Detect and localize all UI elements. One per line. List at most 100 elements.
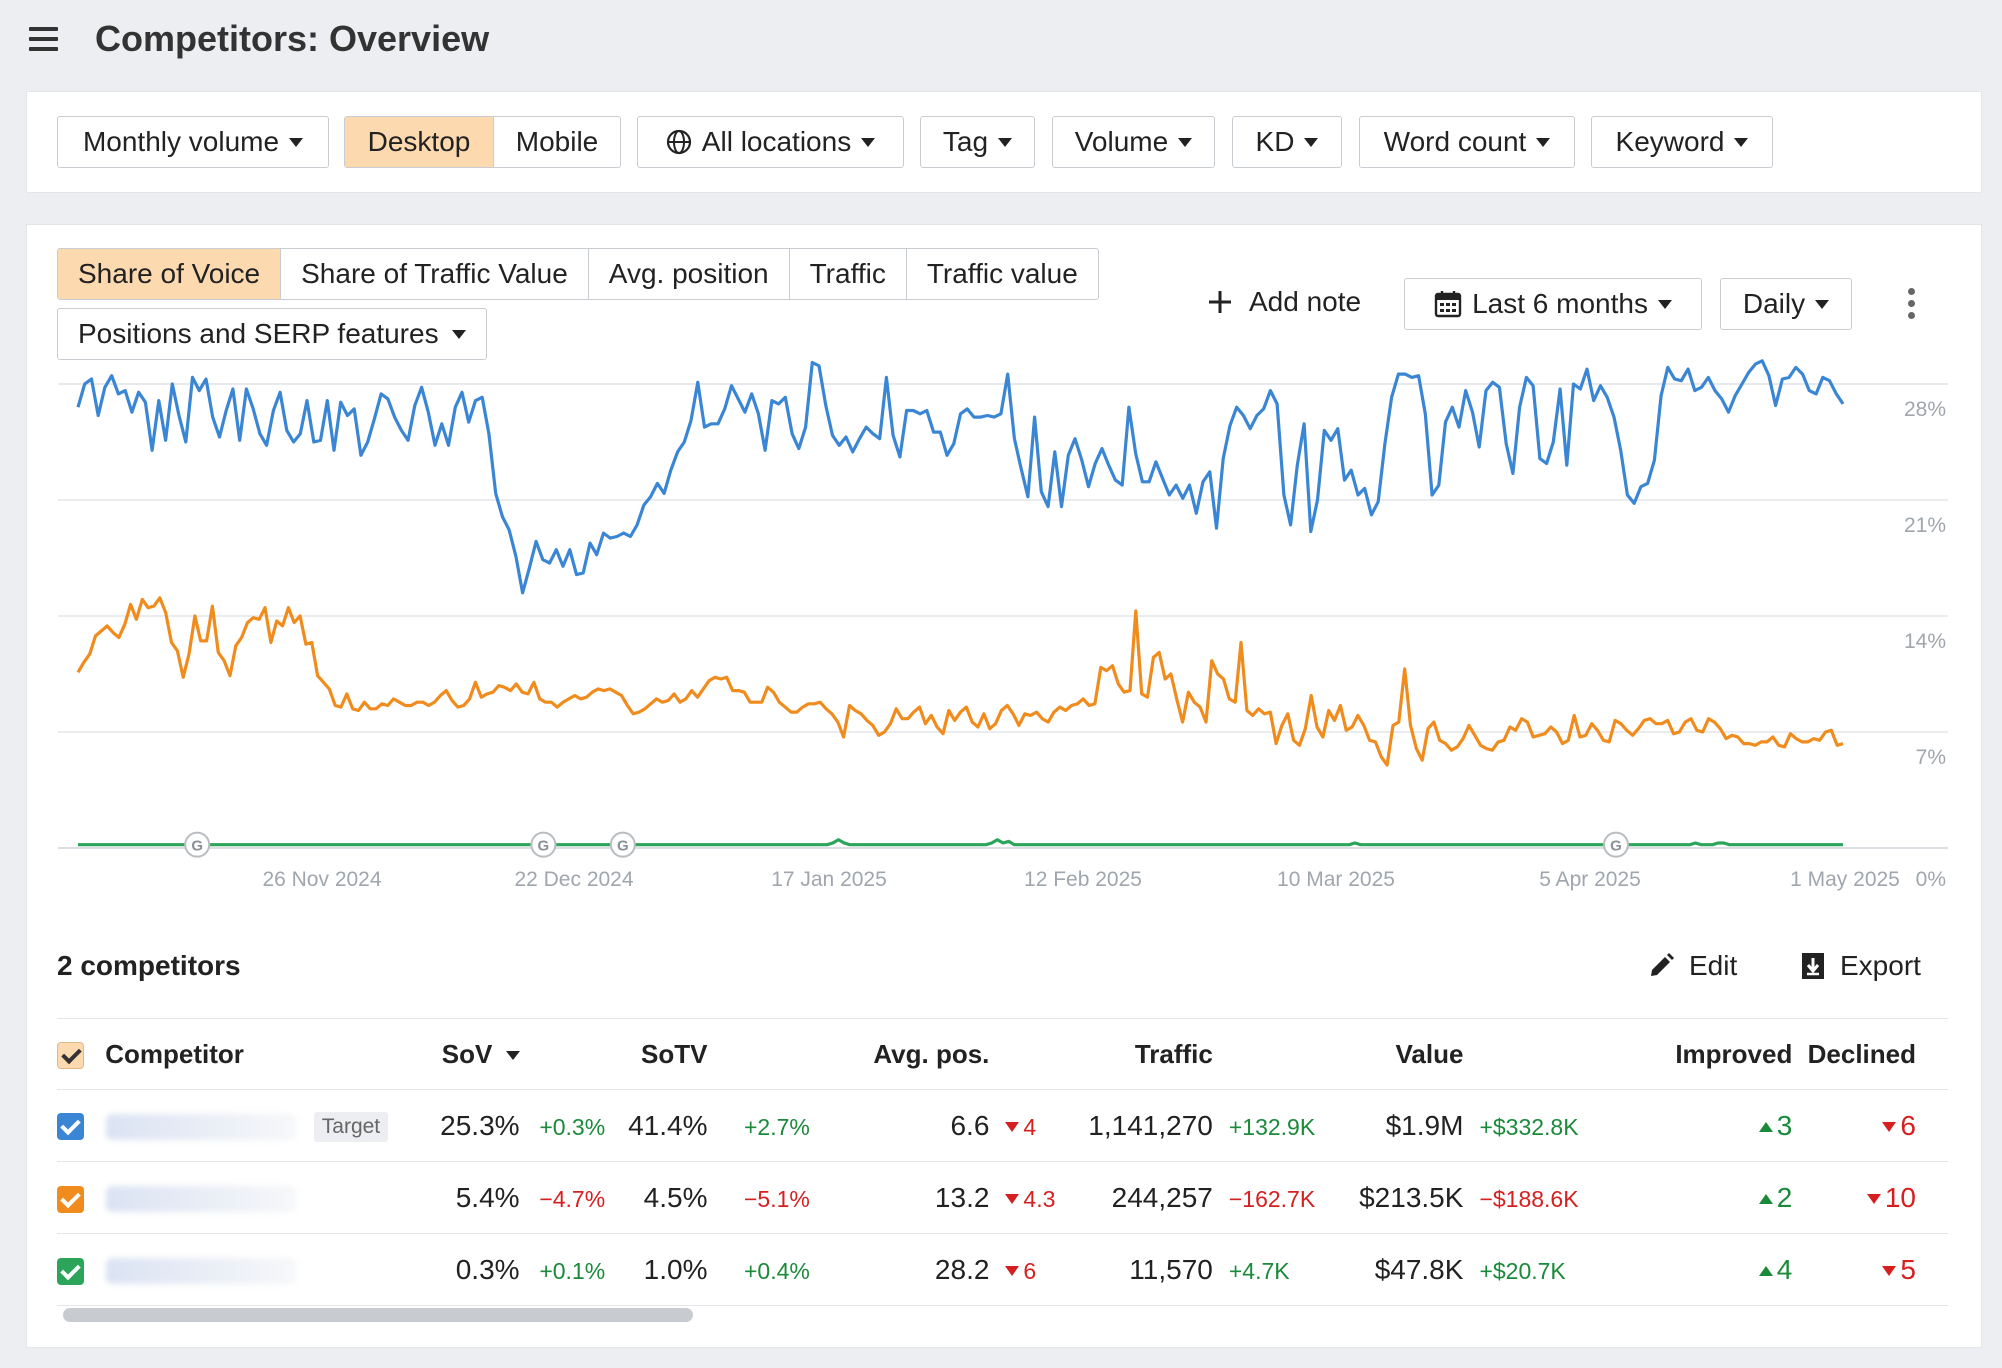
download-icon — [1802, 953, 1824, 979]
keyword-dropdown[interactable]: Keyword — [1591, 116, 1773, 168]
sov-cell: 25.3% — [389, 1089, 520, 1162]
declined-value[interactable]: 10 — [1884, 1181, 1916, 1213]
date-range-label: Last 6 months — [1472, 288, 1648, 319]
avg-pos-value: 6.6 — [950, 1109, 990, 1141]
sov-cell: 0.3% — [389, 1233, 520, 1306]
declined-value[interactable]: 6 — [1900, 1109, 1916, 1141]
competitor-name-redacted[interactable] — [105, 1186, 296, 1213]
x-tick-label: 12 Feb 2025 — [1024, 868, 1142, 891]
x-tick-label: 26 Nov 2024 — [262, 868, 381, 891]
traffic-cell: 11,570 — [1058, 1233, 1213, 1306]
device-toggle: Desktop Mobile — [344, 116, 621, 168]
traffic-value: 1,141,270 — [1088, 1109, 1213, 1141]
desktop-label: Desktop — [367, 126, 471, 157]
tab-share-of-traffic-value[interactable]: Share of Traffic Value — [281, 249, 589, 299]
declined-value[interactable]: 5 — [1900, 1253, 1916, 1285]
tab-share-of-voice[interactable]: Share of Voice — [58, 249, 282, 299]
caret-down-icon — [1304, 137, 1319, 147]
google-update-marker — [609, 831, 636, 858]
locations-dropdown[interactable]: All locations — [637, 116, 904, 168]
triangle-down-icon — [1882, 1122, 1897, 1133]
sotv-delta-cell: −5.1% — [707, 1161, 810, 1234]
mobile-option[interactable]: Mobile — [494, 117, 620, 167]
horizontal-scrollbar[interactable] — [63, 1308, 693, 1322]
menu-icon[interactable] — [29, 27, 59, 51]
x-tick-label: 17 Jan 2025 — [771, 868, 887, 891]
sov-value: 25.3% — [440, 1109, 520, 1141]
sotv-delta: +2.7% — [743, 1113, 810, 1140]
y-tick-label: 7% — [1916, 746, 1946, 769]
competitor-name-redacted[interactable] — [105, 1258, 296, 1285]
sov-delta: +0.3% — [539, 1113, 606, 1140]
improved-value[interactable]: 3 — [1776, 1109, 1793, 1141]
value-value: $213.5K — [1359, 1181, 1464, 1213]
tag-dropdown[interactable]: Tag — [920, 116, 1035, 168]
improved-cell: 4 — [1620, 1233, 1793, 1306]
sov-header[interactable]: SoV — [389, 1018, 520, 1090]
table-row: 0.3% +0.1% 1.0% +0.4% 28.2 6 11,570 +4.7… — [57, 1233, 1948, 1306]
traffic-header[interactable]: Traffic — [1058, 1018, 1213, 1090]
sotv-cell: 41.4% — [605, 1089, 708, 1162]
improved-header[interactable]: Improved — [1620, 1018, 1793, 1090]
caret-down-icon — [1657, 299, 1672, 309]
locations-label: All locations — [701, 126, 852, 157]
edit-button[interactable]: Edit — [1647, 950, 1737, 982]
declined-header[interactable]: Declined — [1792, 1018, 1948, 1090]
triangle-up-icon — [1758, 1122, 1773, 1133]
sov-delta-cell: −4.7% — [519, 1161, 606, 1234]
tab-traffic[interactable]: Traffic — [790, 249, 907, 299]
select-all-checkbox[interactable] — [57, 1042, 84, 1070]
volume-dropdown[interactable]: Volume — [1052, 116, 1215, 168]
improved-value[interactable]: 4 — [1776, 1253, 1793, 1285]
traffic-value: 244,257 — [1111, 1181, 1213, 1213]
sotv-header[interactable]: SoTV — [605, 1018, 708, 1090]
competitor-checkbox[interactable] — [57, 1113, 84, 1141]
improved-cell: 3 — [1620, 1089, 1793, 1162]
value-delta: +$332.8K — [1479, 1113, 1579, 1140]
table-header-row: Competitor SoV SoTV Avg. pos. Traffic Va… — [57, 1018, 1948, 1090]
improved-value[interactable]: 2 — [1776, 1181, 1793, 1213]
tab-traffic-value[interactable]: Traffic value — [926, 258, 1078, 289]
caret-down-icon — [998, 137, 1013, 147]
x-tick-label: 22 Dec 2024 — [514, 868, 633, 891]
declined-cell: 10 — [1792, 1161, 1948, 1234]
competitor-column-label: Competitor — [105, 1038, 244, 1069]
competitor-checkbox[interactable] — [57, 1185, 84, 1213]
desktop-option[interactable]: Desktop — [345, 117, 494, 167]
tab-avg-position[interactable]: Avg. position — [589, 249, 790, 299]
table-row: 5.4% −4.7% 4.5% −5.1% 13.2 4.3 244,257 −… — [57, 1161, 1948, 1234]
value-header[interactable]: Value — [1340, 1018, 1464, 1090]
sov-delta: −4.7% — [539, 1185, 606, 1212]
more-options-icon[interactable] — [1908, 288, 1916, 320]
monthly-volume-label: Monthly volume — [82, 126, 280, 157]
sort-desc-icon — [505, 1051, 520, 1061]
pencil-icon — [1651, 953, 1674, 976]
traffic-delta: −162.7K — [1228, 1185, 1316, 1212]
avg-pos-delta: 4.3 — [1023, 1185, 1056, 1212]
positions-serp-dropdown[interactable]: Positions and SERP features — [57, 308, 487, 360]
competitor-cell — [57, 1233, 390, 1306]
competitor-checkbox[interactable] — [57, 1257, 84, 1285]
declined-cell: 5 — [1792, 1233, 1948, 1306]
avg-pos-cell: 13.2 — [809, 1161, 990, 1234]
edit-label: Edit — [1689, 950, 1738, 981]
series-line — [78, 838, 1843, 847]
avg-pos-value: 28.2 — [934, 1253, 990, 1285]
value-cell: $1.9M — [1340, 1089, 1464, 1162]
value-delta: +$20.7K — [1479, 1257, 1566, 1284]
competitor-name-redacted[interactable] — [105, 1113, 296, 1140]
series-line — [76, 359, 1845, 595]
competitor-header: Competitor — [57, 1018, 390, 1090]
table-row: Target 25.3% +0.3% 41.4% +2.7% 6.6 4 1,1… — [57, 1089, 1948, 1162]
avg-pos-header[interactable]: Avg. pos. — [809, 1018, 990, 1090]
date-range-dropdown[interactable]: Last 6 months — [1404, 278, 1702, 330]
plus-icon — [1209, 291, 1231, 313]
triangle-down-icon — [1005, 1122, 1020, 1133]
add-note-button[interactable]: Add note — [1207, 286, 1361, 318]
monthly-volume-dropdown[interactable]: Monthly volume — [57, 116, 329, 168]
traffic-delta-cell: +4.7K — [1212, 1233, 1341, 1306]
export-button[interactable]: Export — [1800, 950, 1921, 982]
word-count-dropdown[interactable]: Word count — [1359, 116, 1575, 168]
granularity-dropdown[interactable]: Daily — [1720, 278, 1852, 330]
kd-dropdown[interactable]: KD — [1232, 116, 1342, 168]
